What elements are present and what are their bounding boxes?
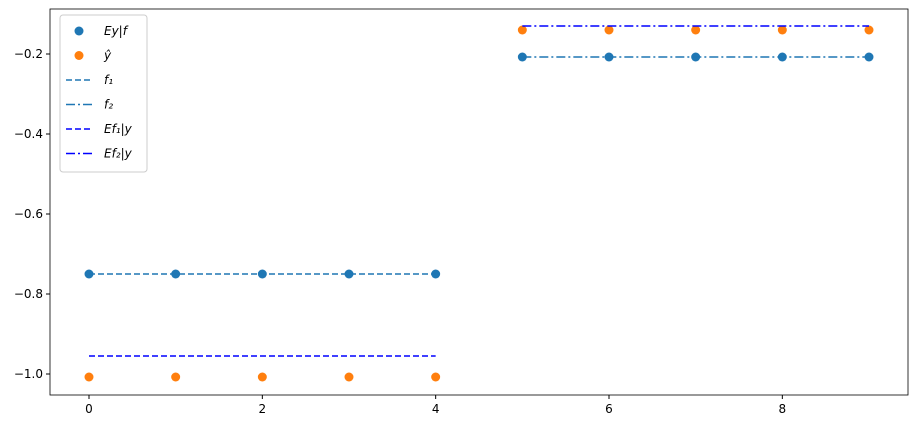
legend-label: Ef₁|y [104, 122, 133, 136]
y-tick-label: −0.8 [14, 287, 43, 301]
x-tick-label: 0 [85, 402, 93, 416]
x-tick-label: 2 [259, 402, 267, 416]
legend: Ey|f ŷ f₁ f₂ Ef₁|y Ef₂|y [59, 14, 148, 173]
legend-label: f₂ [104, 98, 113, 112]
point [84, 372, 94, 382]
point [431, 372, 441, 382]
point [171, 372, 181, 382]
x-tick-label: 8 [779, 402, 787, 416]
x-tick-label: 4 [432, 402, 440, 416]
y-tick-label: −0.4 [14, 127, 43, 141]
legend-label: Ey|f [104, 24, 129, 38]
point [344, 372, 354, 382]
point [864, 25, 874, 35]
y-tick-label: −0.6 [14, 207, 43, 221]
y-tick-label: −1.0 [14, 367, 43, 381]
y-tick-label: −0.2 [14, 47, 43, 61]
legend-label: ŷ [103, 49, 112, 63]
plot-frame [49, 8, 909, 396]
point [517, 25, 527, 35]
point [604, 25, 614, 35]
x-tick-label: 6 [605, 402, 613, 416]
point [777, 25, 787, 35]
legend-marker [74, 51, 84, 60]
point [691, 25, 701, 35]
point [257, 372, 267, 382]
legend-label: Ef₂|y [104, 147, 133, 161]
legend-marker [74, 26, 84, 36]
legend-label: f₁ [104, 73, 113, 87]
point [344, 269, 354, 279]
